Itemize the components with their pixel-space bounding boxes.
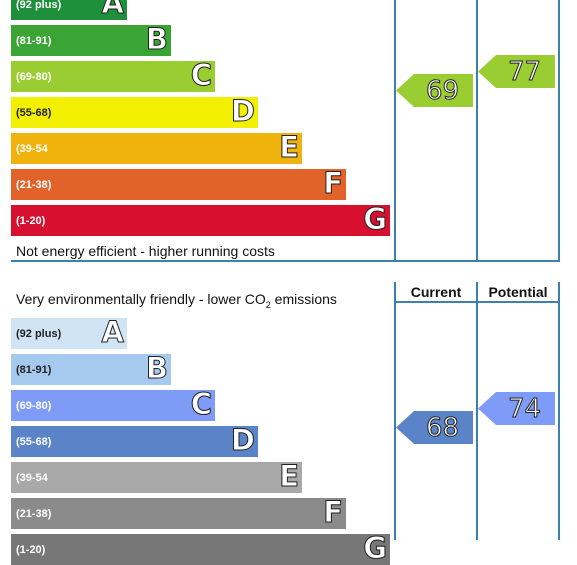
band-range-label: (1-20) (16, 214, 46, 227)
environment-header-text: Very environmentally friendly - lower CO… (16, 291, 337, 310)
band-range-label: (92 plus) (16, 327, 62, 340)
band-letter: C (190, 58, 212, 93)
rating-band-f: (21-38) F (11, 166, 346, 201)
band-letter: E (279, 130, 300, 165)
energy-potential-value: 77 (507, 56, 542, 87)
energy-current-value: 69 (425, 75, 460, 106)
band-letter: B (145, 351, 168, 386)
environment-potential-value: 74 (507, 393, 542, 424)
rating-band-g: (1-20) G (11, 202, 390, 237)
rating-band-a: (92 plus) A (11, 315, 127, 350)
band-letter: F (323, 166, 344, 201)
rating-band-b: (81-91) B (11, 22, 171, 57)
band-letter: F (323, 495, 344, 530)
header-text-tail: emissions (270, 291, 337, 307)
energy-footer-text: Not energy efficient - higher running co… (16, 243, 275, 259)
column-divider (394, 282, 396, 540)
band-range-label: (21-38) (16, 507, 52, 520)
rating-band-e: (39-54 E (11, 130, 302, 165)
band-range-label: (21-38) (16, 178, 52, 191)
band-letter: G (363, 531, 388, 565)
band-range-label: (1-20) (16, 543, 46, 556)
band-range-label: (92 plus) (16, 0, 62, 11)
band-range-label: (69-80) (16, 399, 52, 412)
rating-arrow-shape (478, 392, 555, 425)
band-letter: A (101, 315, 124, 350)
energy-potential-rating: 77 (478, 55, 555, 88)
band-range-label: (55-68) (16, 435, 52, 448)
column-divider (394, 0, 396, 261)
header-text-main: Very environmentally friendly - lower CO (16, 291, 266, 307)
band-letter: D (230, 423, 255, 458)
band-range-label: (81-91) (16, 363, 52, 376)
column-divider (476, 0, 478, 261)
band-range-label: (39-54 (16, 471, 48, 484)
band-range-label: (69-80) (16, 70, 52, 83)
band-letter: A (101, 0, 124, 21)
rating-band-d: (55-68) D (11, 423, 258, 458)
rating-band-e: (39-54 E (11, 459, 302, 494)
band-range-label: (39-54 (16, 142, 48, 155)
rating-arrow-shape (396, 74, 473, 107)
band-range-label: (81-91) (16, 34, 52, 47)
rating-band-c: (69-80) C (11, 58, 215, 93)
band-range-label: (55-68) (16, 106, 52, 119)
rating-band-b: (81-91) B (11, 351, 171, 386)
environment-current-value: 68 (425, 412, 460, 443)
band-letter: C (190, 387, 212, 422)
band-letter: G (363, 202, 388, 237)
panel-bottom-border (11, 260, 560, 262)
rating-band-d: (55-68) D (11, 94, 258, 129)
band-letter: E (279, 459, 300, 494)
rating-arrow-shape (396, 411, 473, 444)
column-header-current: Current (410, 284, 462, 300)
column-divider (558, 282, 560, 540)
environment-potential-rating: 74 (478, 392, 555, 425)
environment-current-rating: 68 (396, 411, 473, 444)
column-divider (558, 0, 560, 261)
band-letter: D (230, 94, 255, 129)
column-header-potential: Potential (488, 284, 548, 300)
header-text-subscript: 2 (265, 299, 271, 310)
rating-band-f: (21-38) F (11, 495, 346, 530)
rating-band-a: (92 plus) A (11, 0, 127, 21)
rating-band-c: (69-80) C (11, 387, 215, 422)
rating-band-g: (1-20) G (11, 531, 390, 565)
band-letter: B (145, 22, 168, 57)
rating-arrow-shape (478, 55, 555, 88)
energy-current-rating: 69 (396, 74, 473, 107)
column-divider (476, 282, 478, 540)
